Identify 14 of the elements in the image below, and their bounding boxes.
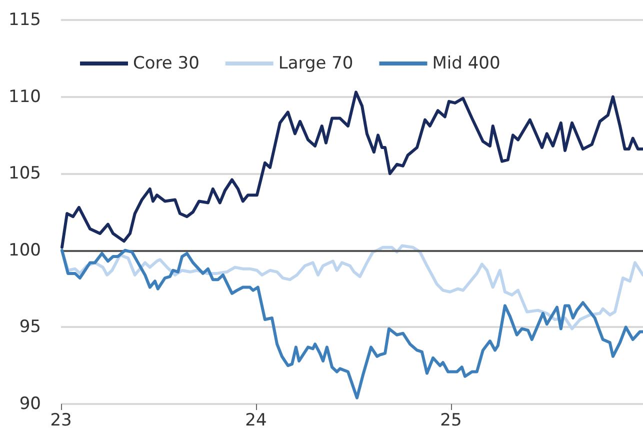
y-tick-label: 100 [8, 240, 41, 260]
x-tick-label: 25 [440, 410, 462, 430]
line-series [60, 248, 643, 400]
legend-label: Core 30 [133, 54, 200, 74]
x-tick-label: 24 [245, 410, 267, 430]
y-tick-label: 105 [8, 164, 41, 184]
line-series [60, 90, 643, 249]
y-tick-label: 115 [8, 10, 41, 30]
y-tick-label: 110 [8, 86, 41, 107]
legend-label: Mid 400 [432, 54, 500, 74]
y-tick-label: 90 [19, 394, 41, 414]
y-tick-label: 95 [19, 317, 41, 338]
x-tick-label: 23 [50, 410, 72, 430]
legend-label: Large 70 [278, 54, 354, 74]
